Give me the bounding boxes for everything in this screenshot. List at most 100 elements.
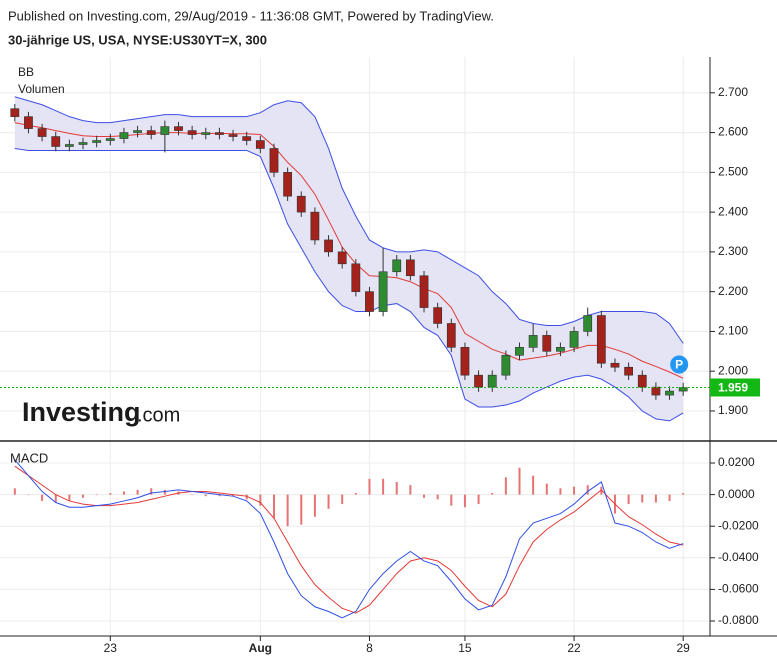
y-tick-label: -0.0800 <box>718 613 759 627</box>
candle-body <box>515 347 524 356</box>
band-area <box>14 96 684 421</box>
histogram-bar <box>136 489 139 495</box>
histogram-bar <box>600 486 603 495</box>
macd-title: MACD <box>10 450 48 465</box>
y-tick-label: -0.0600 <box>718 582 759 596</box>
candle-body <box>105 138 115 141</box>
histogram-bar <box>163 489 166 495</box>
histogram-bar <box>504 477 507 495</box>
histogram-bar <box>341 494 344 505</box>
histogram-bar <box>191 494 194 496</box>
candle-body <box>351 263 361 292</box>
indicator-label: Volumen <box>18 82 65 96</box>
histogram-bar <box>354 493 357 495</box>
candle-body <box>583 315 593 332</box>
y-tick-label: -0.0200 <box>718 518 759 532</box>
x-tick-label: 29 <box>677 641 691 655</box>
candle-body <box>624 366 634 376</box>
y-tick-label: 2.500 <box>718 165 748 179</box>
histogram-bar <box>109 493 112 495</box>
histogram-bar <box>68 494 71 501</box>
candle-body <box>365 291 374 312</box>
marker-icon <box>670 355 689 374</box>
x-tick-label: 15 <box>458 641 472 655</box>
y-tick-label: 2.100 <box>718 324 748 338</box>
candle-body <box>419 275 429 308</box>
histogram-bar <box>436 494 439 500</box>
last-price-box <box>710 378 760 397</box>
histogram-bar <box>654 494 657 503</box>
candle-body <box>665 390 674 396</box>
macd-line <box>14 459 684 619</box>
x-tick-label: 8 <box>366 641 373 655</box>
candle-body <box>460 347 470 376</box>
histogram-bar <box>382 478 385 495</box>
axis-layer: 1.900 2.000 2.100 2.200 2.300 2.400 2.500 2.600… <box>0 57 777 655</box>
histogram-bar <box>477 494 480 505</box>
band-lower <box>14 147 684 422</box>
candle-body <box>51 136 61 147</box>
y-tick-label: 2.300 <box>718 244 748 258</box>
y-tick-label: 0.0200 <box>718 455 755 469</box>
histogram-bar <box>95 494 98 496</box>
histogram-bar <box>409 485 412 495</box>
candle-body <box>474 374 483 388</box>
signal-line <box>14 465 684 614</box>
candle-body <box>296 195 306 213</box>
candle-body <box>446 323 456 348</box>
histogram-bar <box>641 494 644 503</box>
candle-body <box>92 140 102 143</box>
candle-body <box>37 128 47 137</box>
candle-body <box>119 132 129 139</box>
x-tick-label: 22 <box>567 641 581 655</box>
candle-body <box>64 144 74 147</box>
histogram-bar <box>82 494 85 498</box>
x-tick-label: 23 <box>104 641 118 655</box>
histogram-bar <box>259 494 262 506</box>
histogram-bar <box>559 488 562 495</box>
histogram-bar <box>423 494 426 498</box>
logo-suffix: .com <box>137 404 180 426</box>
candle-body <box>392 259 402 273</box>
candle-body <box>201 132 211 135</box>
candle-body <box>269 148 279 173</box>
candle-body <box>569 331 579 348</box>
histogram-bar <box>586 485 589 495</box>
candle-body <box>255 140 265 149</box>
candle-body <box>678 387 688 392</box>
y-tick-label: 2.700 <box>718 85 748 99</box>
symbol-title: 30-jährige US, USA, NYSE:US30YT=X, 300 <box>8 32 267 47</box>
indicator-label: BB <box>18 65 34 79</box>
histogram-bar <box>272 494 275 519</box>
histogram-bar <box>218 494 221 497</box>
x-tick-label: Aug <box>249 641 272 655</box>
candle-body <box>215 132 224 135</box>
candle-body <box>378 271 388 312</box>
histogram-bar <box>232 494 235 497</box>
candle-body <box>610 362 620 368</box>
histogram-bar <box>627 494 630 505</box>
histogram-bar <box>463 494 466 508</box>
candle-body <box>283 172 293 197</box>
y-tick-label: 0.0000 <box>718 487 755 501</box>
histogram-bar <box>518 467 521 495</box>
candle-body <box>324 239 333 253</box>
y-tick-label: -0.0400 <box>718 550 759 564</box>
y-tick-label: 2.200 <box>718 284 748 298</box>
histogram-bar <box>150 488 153 495</box>
candle-body <box>596 315 606 364</box>
band-upper <box>14 96 684 344</box>
candle-body <box>637 374 647 388</box>
y-tick-label: 1.900 <box>718 403 748 417</box>
histogram-bar <box>668 494 671 501</box>
histogram-bar <box>327 494 330 509</box>
candle-body <box>174 126 183 131</box>
data-layer <box>0 96 710 619</box>
candle-body <box>146 130 156 135</box>
candle-body <box>78 142 88 145</box>
candle-body <box>433 307 443 324</box>
histogram-bar <box>300 494 303 525</box>
histogram-bar <box>545 483 548 495</box>
y-tick-label: 2.400 <box>718 204 748 218</box>
